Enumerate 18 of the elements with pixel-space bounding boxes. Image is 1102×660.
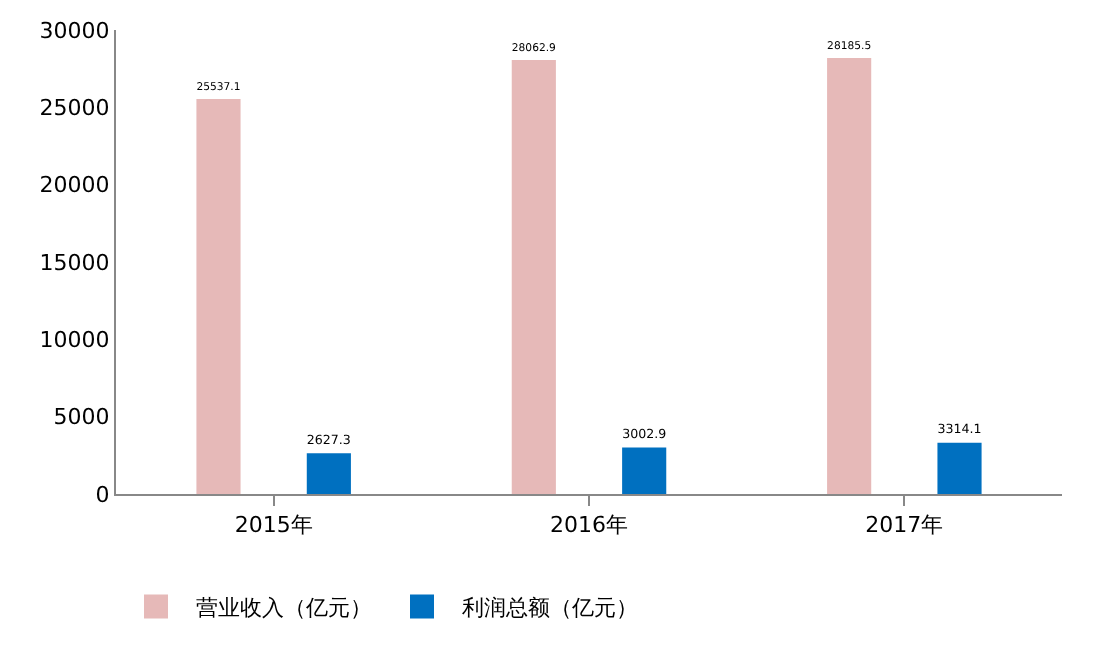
legend-label: 利润总额（亿元） [462, 595, 638, 622]
y-tick-label: 30000 [39, 17, 110, 44]
bar [511, 59, 556, 494]
bar [937, 442, 982, 494]
y-tick-label: 25000 [39, 95, 110, 122]
x-tick-label: 2015年 [234, 512, 313, 539]
x-tick-label: 2016年 [550, 512, 628, 539]
y-tick-label: 15000 [39, 249, 110, 276]
y-tick-label: 5000 [53, 404, 110, 431]
bar [827, 58, 872, 494]
y-tick-label: 20000 [39, 172, 110, 199]
bar [622, 447, 667, 494]
y-tick-label: 10000 [39, 327, 110, 354]
y-tick-label: 0 [95, 481, 110, 508]
x-tick-label: 2017年 [865, 512, 944, 539]
legend-label: 营业收入（亿元） [196, 595, 372, 622]
bar [306, 453, 351, 494]
bar [196, 99, 241, 494]
